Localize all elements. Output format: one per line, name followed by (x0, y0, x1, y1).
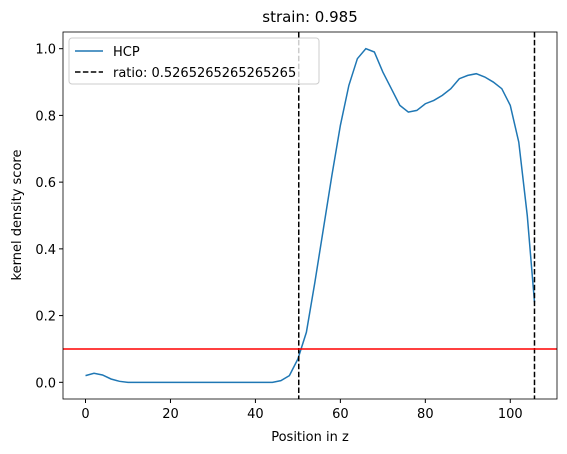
x-tick-label: 0 (81, 407, 89, 422)
x-tick-label: 60 (332, 407, 349, 422)
legend-label: HCP (113, 45, 140, 60)
y-tick-label: 0.2 (35, 310, 56, 325)
legend-box (68, 37, 320, 85)
y-tick-label: 1.0 (35, 43, 56, 58)
x-axis-label: Position in z (271, 430, 349, 445)
y-tick-label: 0.0 (35, 376, 56, 391)
axes-frame (62, 31, 558, 400)
x-tick-label: 40 (247, 407, 264, 422)
y-axis-label: kernel density score (10, 150, 25, 281)
legend-label: ratio: 0.5265265265265265 (113, 66, 296, 81)
y-tick-label: 0.8 (35, 109, 56, 124)
x-tick-label: 80 (417, 407, 434, 422)
chart-title: strain: 0.985 (262, 8, 358, 26)
y-tick-label: 0.6 (35, 176, 56, 191)
y-tick-label: 0.4 (35, 243, 56, 258)
x-tick-label: 100 (498, 407, 523, 422)
x-tick-label: 20 (162, 407, 179, 422)
data-line (85, 47, 536, 384)
